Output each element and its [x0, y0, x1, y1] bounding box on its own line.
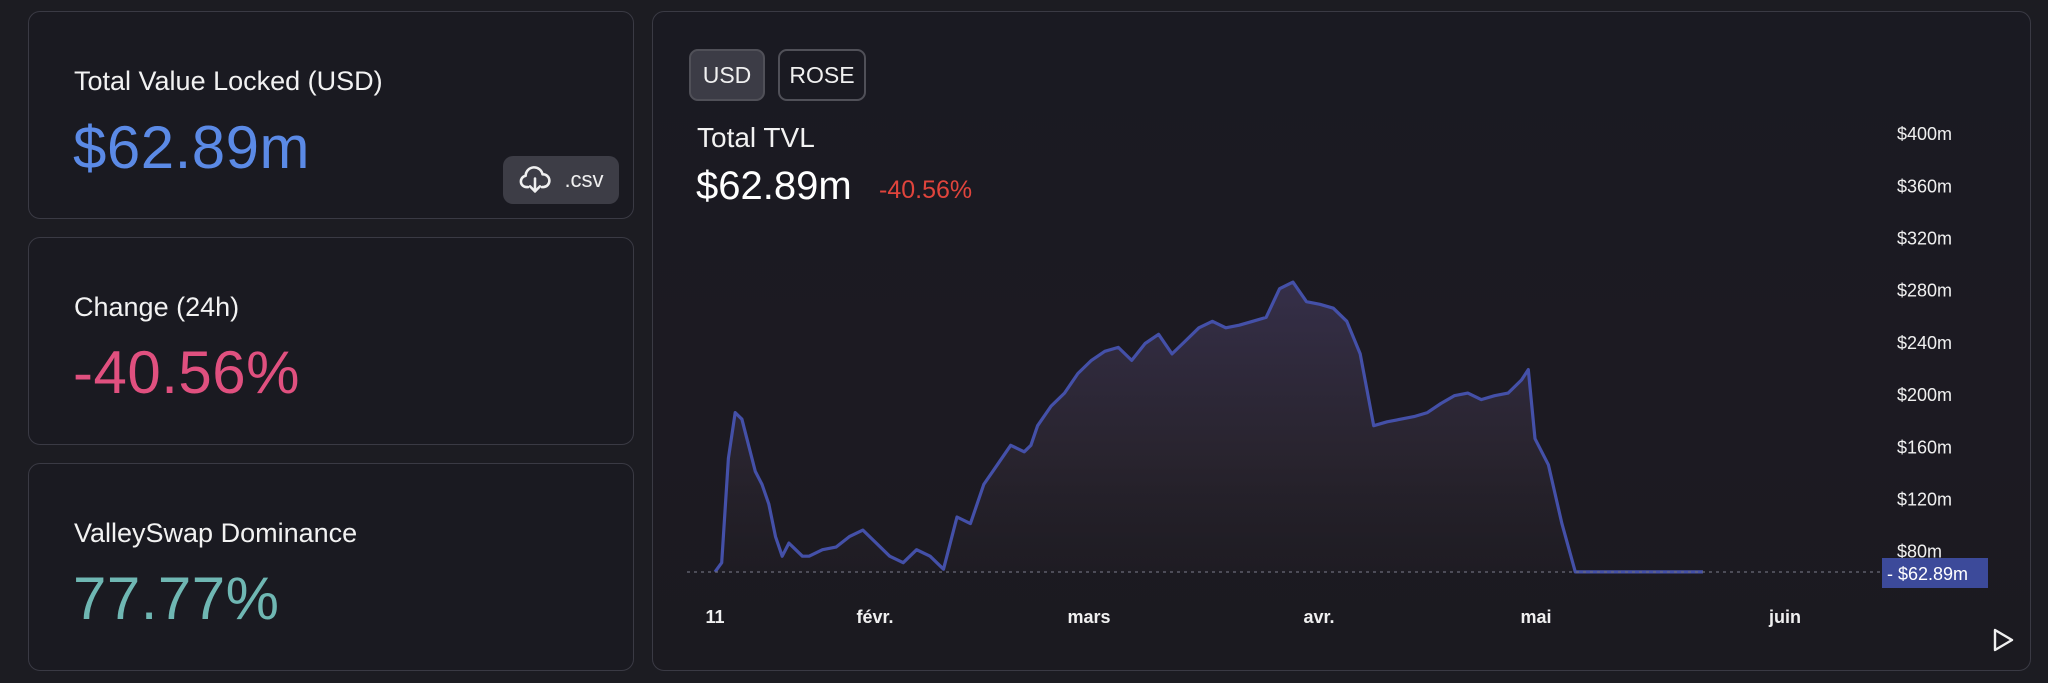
change-value: -40.56%: [73, 339, 300, 406]
chart-change: -40.56%: [879, 176, 973, 204]
csv-label: .csv: [564, 167, 604, 192]
y-tick-label: $360m: [1897, 176, 1952, 196]
tvl-value: $62.89m: [73, 114, 310, 181]
x-tick-label: avr.: [1303, 607, 1334, 627]
y-tick-label: $160m: [1897, 437, 1952, 457]
toggle-rose[interactable]: ROSE: [778, 49, 866, 101]
x-tick-label: mai: [1520, 607, 1551, 627]
download-csv-button[interactable]: .csv: [503, 156, 619, 204]
tvl-line: [713, 280, 1703, 574]
dominance-value: 77.77%: [73, 565, 280, 632]
y-tick-label: $80m: [1897, 542, 1942, 562]
x-tick-label: févr.: [856, 607, 893, 627]
current-value-badge: [1882, 558, 1988, 588]
x-tick-label: mars: [1067, 607, 1110, 627]
chart-title: Total TVL: [697, 122, 815, 153]
tvl-area-chart: $80m $120m $160m $200m $240m $280m $320m $360m $…: [687, 124, 1988, 627]
current-value-label: - $62.89m: [1887, 564, 1968, 584]
x-tick-label: 11: [705, 607, 724, 627]
play-icon[interactable]: [1982, 620, 2022, 660]
chart-panel: USD ROSE Total TVL $62.89m -40.56% $80m $…: [652, 11, 2031, 671]
y-tick-label: $240m: [1897, 333, 1952, 353]
y-tick-label: $200m: [1897, 385, 1952, 405]
x-tick-label: juin: [1768, 607, 1801, 627]
chart-value: $62.89m: [696, 164, 852, 208]
toggle-usd[interactable]: USD: [689, 49, 765, 101]
y-tick-label: $320m: [1897, 228, 1952, 248]
cloud-download-icon: [520, 166, 552, 193]
change-label: Change (24h): [74, 292, 240, 322]
change-card: Change (24h) -40.56%: [28, 237, 634, 445]
dominance-label: ValleySwap Dominance: [74, 518, 358, 548]
tvl-card: Total Value Locked (USD) $62.89m .csv: [28, 11, 634, 219]
tvl-area: [715, 282, 1703, 572]
y-tick-label: $120m: [1897, 489, 1952, 509]
tvl-label: Total Value Locked (USD): [74, 66, 383, 96]
y-tick-label: $400m: [1897, 124, 1952, 144]
y-tick-label: $280m: [1897, 281, 1952, 301]
dominance-card: ValleySwap Dominance 77.77%: [28, 463, 634, 671]
